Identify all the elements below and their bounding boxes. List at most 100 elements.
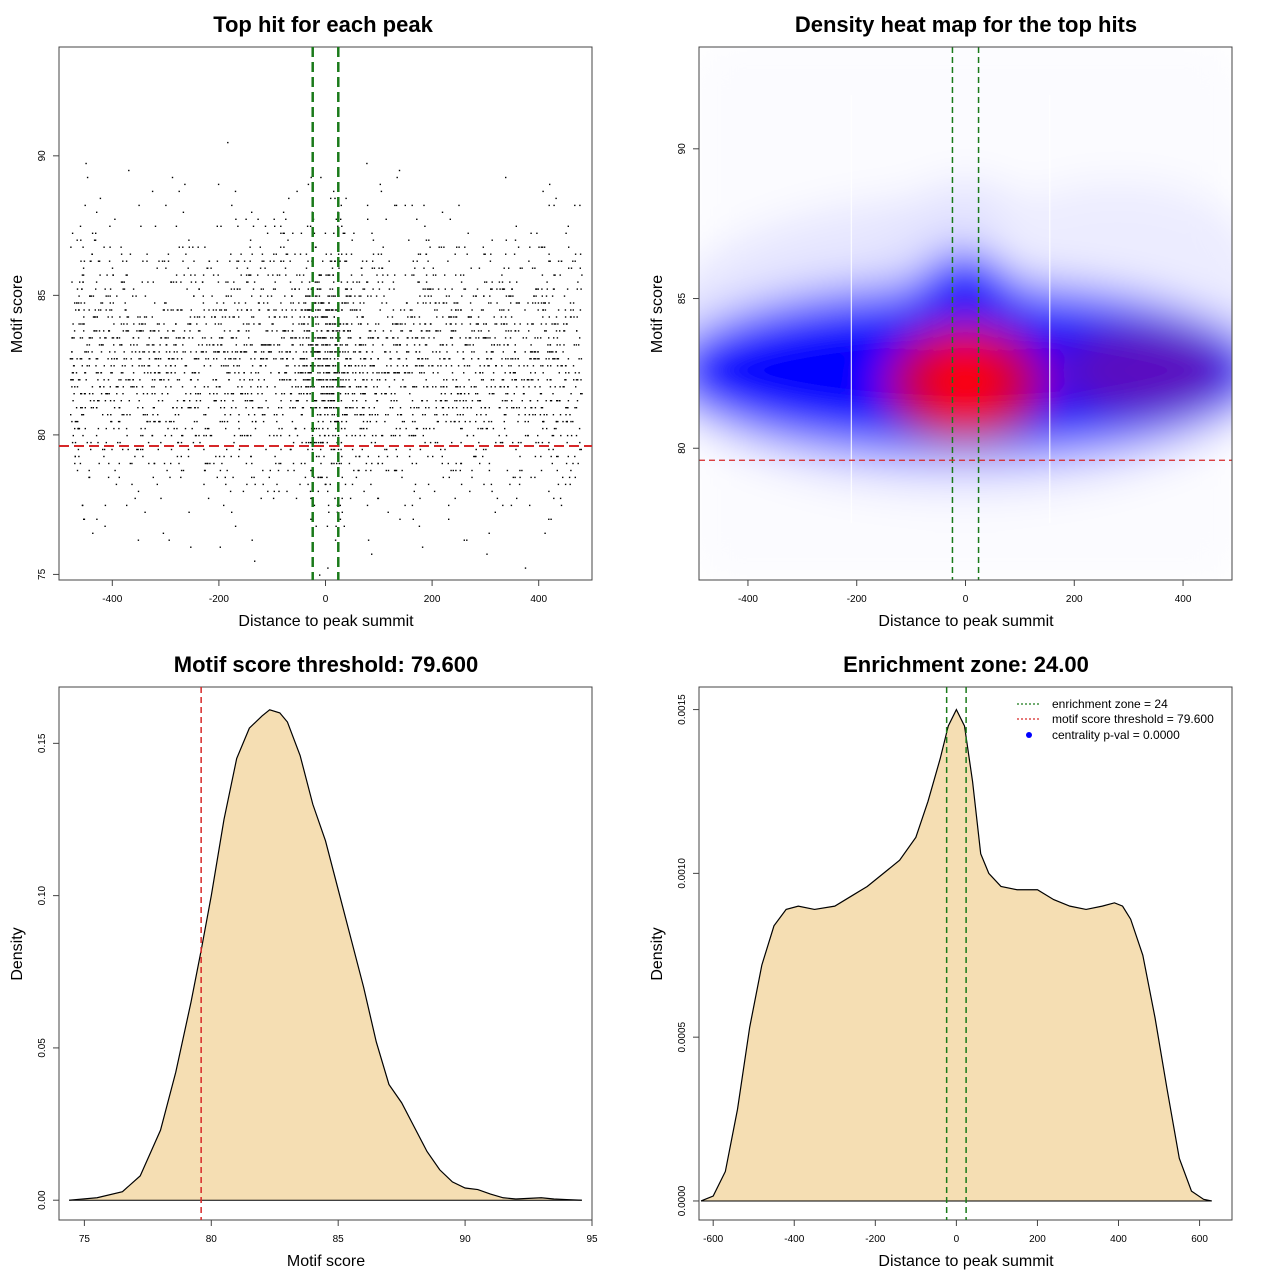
data-point — [320, 476, 322, 479]
data-point — [266, 232, 269, 234]
data-point — [210, 337, 213, 339]
data-point — [108, 330, 111, 332]
data-point — [507, 393, 509, 395]
data-point — [136, 386, 138, 388]
data-point — [488, 365, 490, 367]
data-point — [340, 400, 343, 402]
data-point — [411, 274, 413, 276]
data-point — [71, 358, 74, 360]
data-point — [493, 344, 495, 346]
data-point — [95, 434, 98, 437]
data-point — [311, 434, 314, 437]
data-point — [455, 407, 458, 409]
data-point — [517, 330, 520, 332]
data-point — [201, 337, 204, 339]
data-point — [282, 414, 284, 416]
data-point — [393, 469, 396, 472]
data-point — [303, 330, 306, 332]
data-point — [326, 441, 328, 444]
data-point — [72, 379, 74, 381]
data-point — [507, 358, 509, 360]
data-point — [151, 190, 154, 193]
data-point — [266, 386, 268, 388]
data-point — [274, 288, 276, 290]
data-point — [363, 288, 366, 290]
data-point — [97, 379, 99, 381]
data-point — [295, 497, 298, 500]
data-point — [440, 246, 443, 248]
data-point — [214, 400, 216, 402]
data-point — [238, 302, 240, 304]
data-point — [189, 316, 192, 318]
data-point — [367, 455, 369, 458]
data-point — [246, 434, 248, 437]
data-point — [437, 420, 439, 423]
data-point — [160, 337, 163, 339]
data-point — [469, 323, 472, 325]
data-point — [287, 239, 289, 241]
data-point — [512, 295, 514, 297]
data-point — [320, 414, 322, 416]
data-point — [518, 365, 520, 367]
data-point — [395, 427, 398, 430]
data-point — [425, 239, 428, 241]
data-point — [198, 344, 200, 346]
data-point — [190, 309, 192, 311]
data-point — [503, 344, 505, 346]
data-point — [418, 281, 420, 283]
data-point — [296, 190, 298, 193]
data-point — [454, 253, 456, 255]
data-point — [147, 372, 149, 374]
data-point — [553, 288, 555, 290]
data-point — [166, 344, 168, 346]
data-point — [74, 441, 77, 444]
data-point — [510, 358, 512, 360]
data-point — [266, 302, 269, 304]
data-point — [268, 316, 270, 318]
data-point — [260, 365, 262, 367]
data-point — [335, 351, 337, 353]
data-point — [524, 567, 527, 569]
data-point — [180, 281, 182, 283]
data-point — [330, 197, 332, 200]
data-point — [359, 372, 361, 374]
legend-entry: motif score threshold = 79.600 — [1052, 712, 1214, 726]
data-point — [309, 490, 312, 493]
data-point — [188, 511, 190, 513]
score-density-plot: Motif score threshold: 79.600 75 80 85 90 95… — [9, 652, 598, 1270]
data-point — [436, 316, 438, 318]
data-point — [280, 448, 282, 451]
data-point — [78, 302, 80, 304]
data-point — [261, 260, 263, 262]
data-point — [276, 434, 278, 437]
data-point — [448, 476, 450, 479]
data-point — [324, 400, 326, 402]
x-tick-label: 85 — [333, 1234, 345, 1245]
data-point — [214, 316, 216, 318]
data-point — [146, 393, 149, 395]
data-point — [278, 407, 280, 409]
data-point — [500, 323, 503, 325]
data-point — [341, 386, 343, 388]
data-point — [252, 288, 255, 290]
data-point — [381, 281, 384, 283]
data-point — [364, 365, 366, 367]
data-point — [179, 337, 181, 339]
data-point — [215, 379, 218, 381]
data-point — [559, 344, 561, 346]
data-point — [442, 344, 444, 346]
data-point — [441, 407, 444, 409]
data-point — [316, 295, 318, 297]
data-point — [282, 211, 285, 213]
data-point — [83, 309, 85, 311]
data-point — [315, 400, 318, 402]
data-point — [507, 386, 509, 388]
data-point — [301, 358, 303, 360]
data-point — [274, 281, 276, 283]
data-point — [383, 372, 385, 374]
data-point — [368, 330, 371, 332]
data-point — [462, 414, 464, 416]
data-point — [281, 427, 283, 430]
x-ticks: -400 -200 0 200 400 — [102, 580, 547, 605]
data-point — [433, 427, 435, 430]
